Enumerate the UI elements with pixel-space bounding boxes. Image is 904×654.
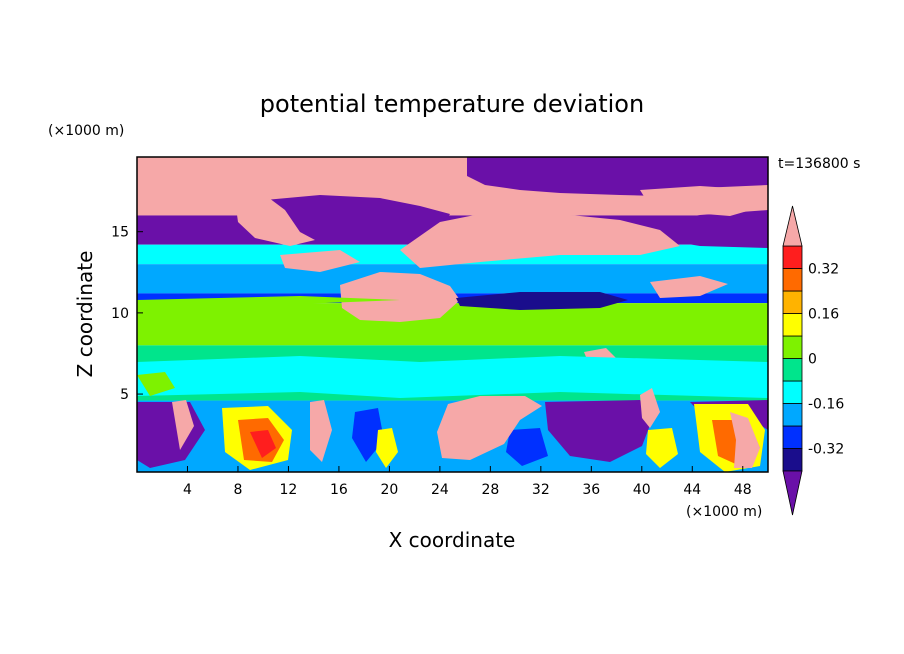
y-axis-ticks: 5 10 15 (111, 225, 143, 403)
contour-patch (640, 186, 768, 216)
contour-patch (280, 250, 360, 272)
contour-patch (467, 157, 768, 196)
contour-patch (650, 276, 728, 298)
x-axis-label: X coordinate (389, 528, 516, 552)
contour-patch (340, 272, 460, 322)
colorbar: 0.32 0.16 0 -0.16 -0.32 (782, 205, 844, 516)
contour-patch (137, 372, 175, 396)
colorbar-over-arrow (782, 205, 803, 247)
contour-patch (545, 400, 652, 462)
contour-patch (730, 412, 760, 468)
x-tick-label: 20 (380, 482, 398, 498)
colorbar-segment (782, 358, 803, 382)
colorbar-label: 0.32 (808, 262, 839, 278)
contour-patch (137, 296, 400, 306)
contour-patch (352, 408, 384, 462)
x-tick-label: 48 (734, 482, 752, 498)
y-tick-label: 5 (120, 387, 129, 403)
contour-patch (640, 388, 660, 428)
contour-patch (137, 356, 768, 398)
x-tick-label: 40 (633, 482, 651, 498)
contour-patch (310, 400, 332, 462)
colorbar-segment (782, 290, 803, 314)
y-tick-label: 15 (111, 225, 129, 241)
y-unit-label: (×1000 m) (48, 123, 124, 139)
colorbar-segment (782, 403, 803, 427)
x-tick-label: 12 (280, 482, 298, 498)
contour-patch (235, 195, 315, 246)
contour-patch (400, 210, 680, 268)
colorbar-segment (782, 268, 803, 292)
x-tick-label: 36 (582, 482, 600, 498)
y-tick-label: 10 (111, 306, 129, 322)
colorbar-label: -0.16 (808, 397, 844, 413)
colorbar-under-arrow (782, 470, 803, 516)
contour-patch (640, 210, 768, 248)
contour-patch (437, 396, 542, 460)
contour-field (137, 157, 768, 472)
contour-band (137, 303, 768, 346)
colorbar-segment (782, 245, 803, 269)
contour-patch (376, 428, 398, 468)
colorbar-segment (782, 335, 803, 359)
contour-patch (172, 400, 194, 450)
contour-patch (250, 430, 276, 458)
contour-patch (646, 428, 678, 468)
colorbar-segment (782, 425, 803, 449)
colorbar-segment (782, 448, 803, 472)
colorbar-label: 0 (808, 352, 817, 368)
y-axis-label: Z coordinate (73, 251, 97, 378)
time-label: t=136800 s (778, 156, 860, 172)
colorbar-label: 0.16 (808, 307, 839, 323)
x-tick-label: 16 (330, 482, 348, 498)
colorbar-label: -0.32 (808, 442, 844, 458)
x-tick-label: 8 (233, 482, 242, 498)
plot-frame (136, 156, 769, 473)
x-tick-label: 24 (431, 482, 449, 498)
contour-patch (456, 292, 628, 310)
x-unit-label: (×1000 m) (686, 504, 762, 520)
x-tick-label: 28 (481, 482, 499, 498)
x-tick-label: 44 (683, 482, 701, 498)
colorbar-segment (782, 380, 803, 404)
x-tick-label: 32 (532, 482, 550, 498)
chart-title: potential temperature deviation (260, 90, 644, 118)
x-axis-ticks: 4 8 12 16 20 24 28 32 36 40 44 48 (183, 466, 752, 498)
colorbar-segment (782, 313, 803, 337)
x-tick-label: 4 (183, 482, 192, 498)
contour-patch (265, 195, 450, 240)
contour-patch (506, 428, 548, 466)
